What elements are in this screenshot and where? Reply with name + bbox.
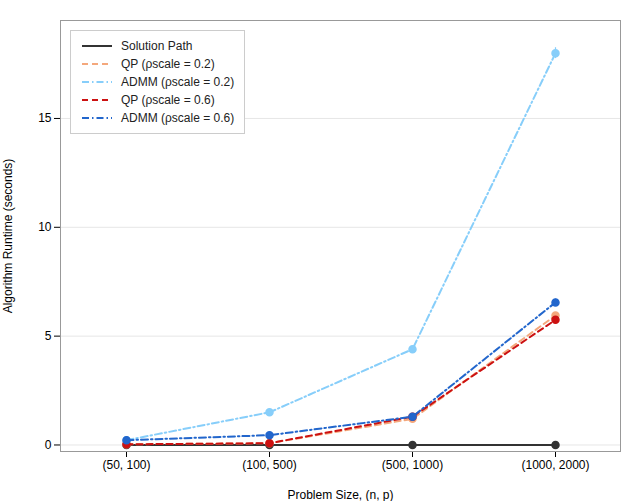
svg-text:Algorithm Runtime (seconds): Algorithm Runtime (seconds) [1,159,15,314]
svg-text:0: 0 [45,438,52,452]
svg-text:(50, 100): (50, 100) [102,458,150,472]
svg-text:(1000, 2000): (1000, 2000) [521,458,589,472]
svg-text:10: 10 [38,220,52,234]
html-text:ADMM (ρscale = 0.2): ADMM (ρscale = 0.2) [121,75,235,89]
svg-text:Problem Size, (n, p): Problem Size, (n, p) [287,488,393,501]
svg-text:15: 15 [38,111,52,125]
html-text:Solution Path: Solution Path [121,39,193,53]
html-text:QP (ρscale = 0.2): QP (ρscale = 0.2) [121,57,215,71]
svg-text:(100, 500): (100, 500) [242,458,297,472]
html-text:ADMM (ρscale = 0.6): ADMM (ρscale = 0.6) [121,111,235,125]
svg-text:5: 5 [45,329,52,343]
html-text:QP (ρscale = 0.6): QP (ρscale = 0.6) [121,93,215,107]
svg-text:(500, 1000): (500, 1000) [382,458,443,472]
